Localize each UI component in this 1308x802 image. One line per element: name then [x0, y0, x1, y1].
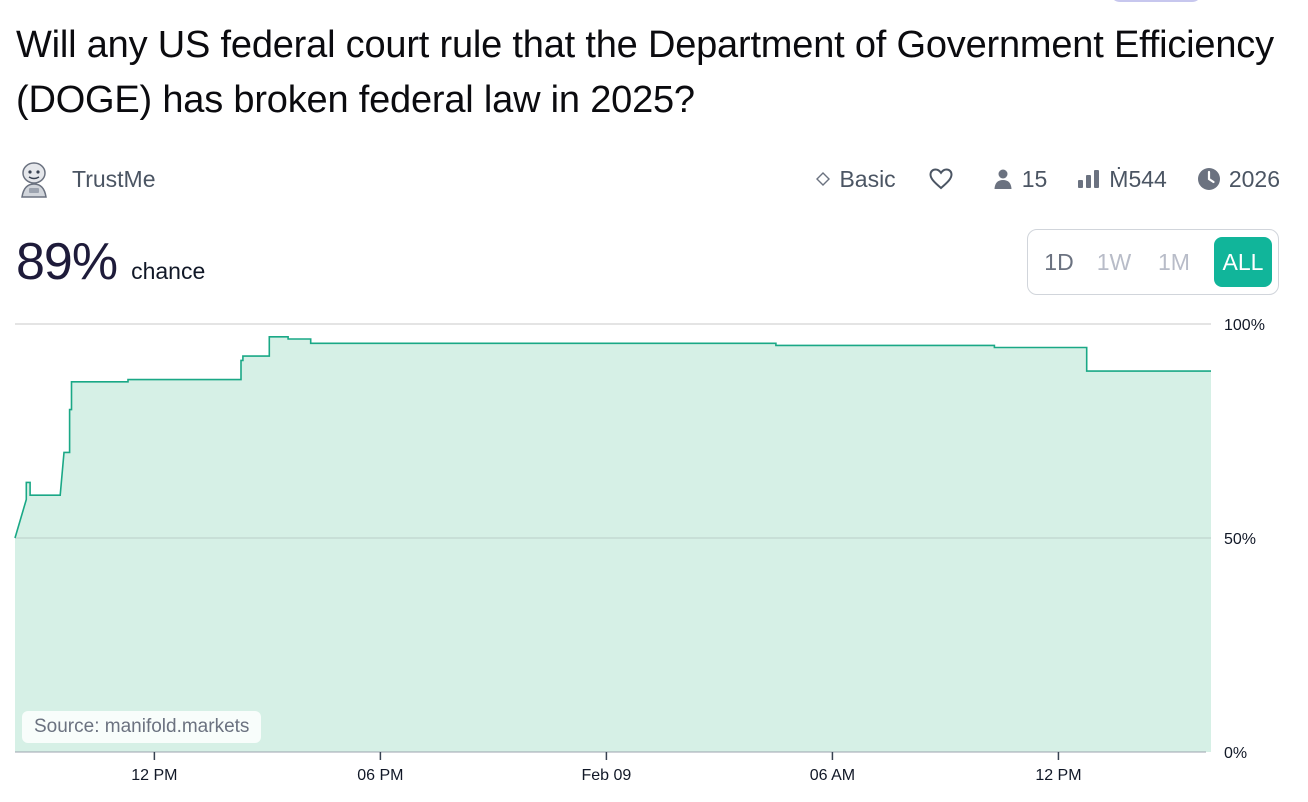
chart-series-line	[14, 336, 1211, 539]
creator-name[interactable]: TrustMe	[72, 165, 156, 192]
volume-value: Ṁ544	[1109, 165, 1167, 192]
creator-link[interactable]: TrustMe	[16, 156, 156, 202]
market-meta-row: TrustMe Basic 15 Ṁ544	[16, 156, 1286, 202]
traders-count: 15	[1021, 165, 1048, 192]
x-tick-label: 06 AM	[810, 767, 855, 784]
probability-value: 89%	[16, 233, 118, 291]
x-tick-label: 12 PM	[131, 767, 177, 784]
range-1w-button[interactable]: 1W	[1096, 248, 1132, 275]
range-1d-button[interactable]: 1D	[1044, 248, 1074, 275]
x-tick-label: 12 PM	[1035, 767, 1081, 784]
probability-chart[interactable]: 0% 50% 100% 12 PM 06 PM Feb 09 06 AM 12 PM	[0, 300, 1308, 802]
source-label: Source: manifold.markets	[22, 711, 262, 743]
chart-area	[15, 336, 1211, 752]
probability-row: 89% chance	[16, 232, 205, 292]
range-all-button[interactable]: ALL	[1214, 237, 1272, 287]
tier-stat[interactable]: Basic	[815, 165, 896, 193]
y-tick-label: 100%	[1224, 317, 1265, 334]
creator-avatar[interactable]	[16, 159, 52, 199]
y-tick-label: 0%	[1224, 745, 1247, 762]
like-button[interactable]	[928, 167, 962, 191]
x-tick-label: 06 PM	[357, 767, 403, 784]
volume-stat[interactable]: Ṁ544	[1077, 166, 1167, 193]
clock-icon	[1197, 168, 1220, 190]
time-range-toggle: 1D 1W 1M ALL	[1027, 229, 1279, 295]
bar-chart-icon	[1078, 170, 1100, 188]
tier-label: Basic	[839, 165, 896, 192]
market-title: Will any US federal court rule that the …	[16, 24, 1274, 121]
range-1m-button[interactable]: 1M	[1158, 248, 1190, 275]
top-pill-button[interactable]	[1110, 0, 1202, 2]
heart-icon	[929, 168, 953, 190]
diamond-icon	[816, 172, 831, 186]
traders-stat[interactable]: 15	[992, 165, 1048, 193]
market-stats: Basic 15 Ṁ544	[785, 156, 1280, 202]
person-icon	[994, 169, 1012, 189]
x-tick-label: Feb 09	[582, 767, 632, 784]
y-tick-label: 50%	[1224, 531, 1256, 548]
probability-chart-svg[interactable]: 0% 50% 100% 12 PM 06 PM Feb 09 06 AM 12 PM	[0, 300, 1308, 802]
chance-label: chance	[131, 258, 206, 284]
close-date-stat[interactable]: 2026	[1197, 166, 1280, 193]
close-year: 2026	[1228, 165, 1280, 192]
